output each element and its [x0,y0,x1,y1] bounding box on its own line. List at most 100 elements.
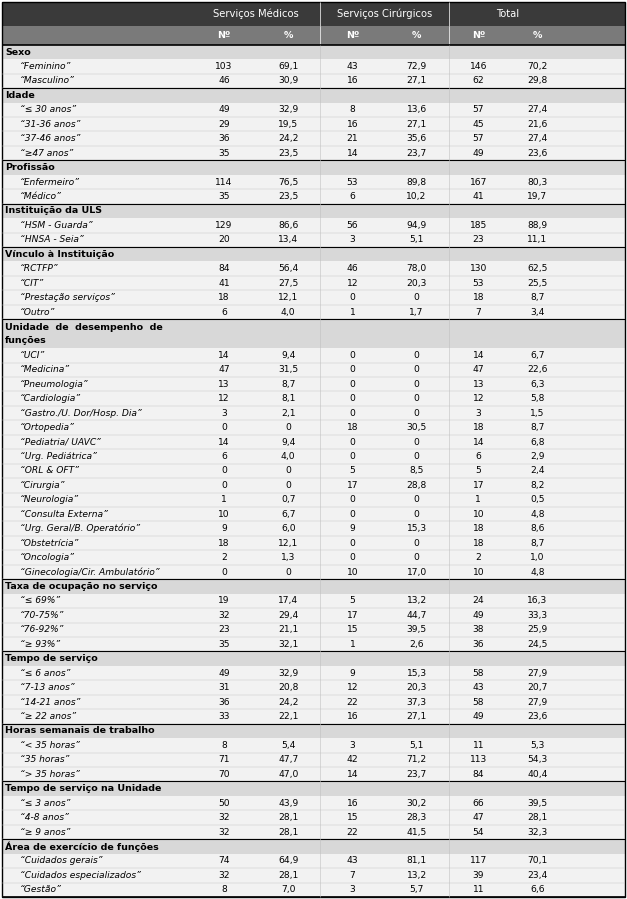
Text: Total: Total [497,9,519,19]
Text: “Médico”: “Médico” [20,192,62,201]
Text: Horas semanais de trabalho: Horas semanais de trabalho [5,726,155,735]
Text: 12: 12 [218,394,230,403]
Text: 64,9: 64,9 [278,857,298,866]
Text: 16: 16 [347,76,358,85]
Text: 0: 0 [349,409,356,418]
Text: 16: 16 [347,120,358,129]
Text: 32: 32 [218,610,230,619]
Text: 0: 0 [349,365,356,374]
Text: 3: 3 [350,741,356,750]
Bar [2,824,625,840]
Text: 11: 11 [473,741,484,750]
Text: 22: 22 [347,698,358,707]
Text: Nº: Nº [218,31,231,40]
Bar [2,117,625,131]
Text: 3: 3 [350,236,356,245]
Text: 13,4: 13,4 [278,236,298,245]
Text: “Oncologia”: “Oncologia” [20,553,75,562]
Text: 0: 0 [221,423,227,432]
Text: 32,9: 32,9 [278,105,298,114]
Text: 14: 14 [218,438,230,447]
Text: “Pneumologia”: “Pneumologia” [20,379,88,388]
Text: “Gastro./U. Dor/Hosp. Dia”: “Gastro./U. Dor/Hosp. Dia” [20,409,142,418]
Text: 1: 1 [221,495,227,504]
Text: “7-13 anos”: “7-13 anos” [20,683,75,692]
Text: 12,1: 12,1 [278,293,298,302]
Text: 0: 0 [349,351,356,360]
Text: 14: 14 [473,351,484,360]
Text: 49: 49 [473,610,484,619]
Bar [2,233,625,247]
Bar [2,478,625,493]
Text: 62,5: 62,5 [527,264,547,273]
Text: 6: 6 [221,307,227,316]
Text: 0: 0 [414,495,419,504]
Text: 18: 18 [473,524,484,533]
Bar [2,450,625,464]
Text: Instituição da ULS: Instituição da ULS [5,207,102,216]
Bar [2,550,625,565]
Text: “> 35 horas”: “> 35 horas” [20,770,80,779]
Text: 0: 0 [349,510,356,519]
Text: 40,4: 40,4 [527,770,548,779]
Text: “Prestação serviços”: “Prestação serviços” [20,293,115,302]
Text: 8,7: 8,7 [530,539,545,547]
Text: 18: 18 [218,539,230,547]
Text: 113: 113 [470,755,487,764]
Text: 8,2: 8,2 [530,481,545,490]
Text: 33: 33 [218,712,230,721]
Text: 0: 0 [349,495,356,504]
Text: “≤ 69%”: “≤ 69%” [20,596,60,605]
Text: 0: 0 [221,567,227,576]
Bar [2,160,625,174]
Text: “4-8 anos”: “4-8 anos” [20,813,69,822]
Text: “Medicina”: “Medicina” [20,365,70,374]
Text: 57: 57 [473,134,484,143]
Text: 15: 15 [347,626,358,635]
Text: 84: 84 [218,264,230,273]
Text: 24,2: 24,2 [278,698,298,707]
Text: 13,2: 13,2 [406,871,427,880]
Text: Unidade  de  desempenho  de: Unidade de desempenho de [5,323,163,332]
Bar [2,189,625,204]
Text: 12: 12 [347,683,358,692]
Text: 0: 0 [349,394,356,403]
Text: %: % [533,31,542,40]
Text: 49: 49 [218,669,230,678]
Text: 3: 3 [475,409,481,418]
Text: 1,7: 1,7 [409,307,424,316]
Text: 11: 11 [473,886,484,895]
Text: “14-21 anos”: “14-21 anos” [20,698,80,707]
Text: 21,1: 21,1 [278,626,298,635]
Bar [2,608,625,623]
Text: 33,3: 33,3 [527,610,547,619]
Bar [2,810,625,824]
Text: 29,8: 29,8 [527,76,547,85]
Text: 3,4: 3,4 [530,307,545,316]
Text: “UCI”: “UCI” [20,351,45,360]
Text: 2,1: 2,1 [281,409,295,418]
Text: “76-92%”: “76-92%” [20,626,65,635]
Text: 7,0: 7,0 [281,886,295,895]
Text: 28,1: 28,1 [278,827,298,836]
Text: 23,6: 23,6 [527,712,547,721]
Text: “Cuidados especializados”: “Cuidados especializados” [20,871,141,880]
Bar [2,681,625,695]
Text: “≥ 22 anos”: “≥ 22 anos” [20,712,76,721]
Text: 39,5: 39,5 [527,798,547,807]
Bar [2,25,625,45]
Text: 0: 0 [414,539,419,547]
Text: 70,2: 70,2 [527,62,547,71]
Text: 28,1: 28,1 [278,813,298,822]
Text: 0: 0 [221,481,227,490]
Text: “≤ 3 anos”: “≤ 3 anos” [20,798,70,807]
Bar [2,493,625,507]
Text: 0: 0 [349,438,356,447]
Text: 25,9: 25,9 [527,626,547,635]
Bar [2,74,625,88]
Text: 5: 5 [350,467,356,476]
Text: 28,1: 28,1 [527,813,547,822]
Bar [2,637,625,652]
Text: 0: 0 [285,567,291,576]
Text: 17,4: 17,4 [278,596,298,605]
